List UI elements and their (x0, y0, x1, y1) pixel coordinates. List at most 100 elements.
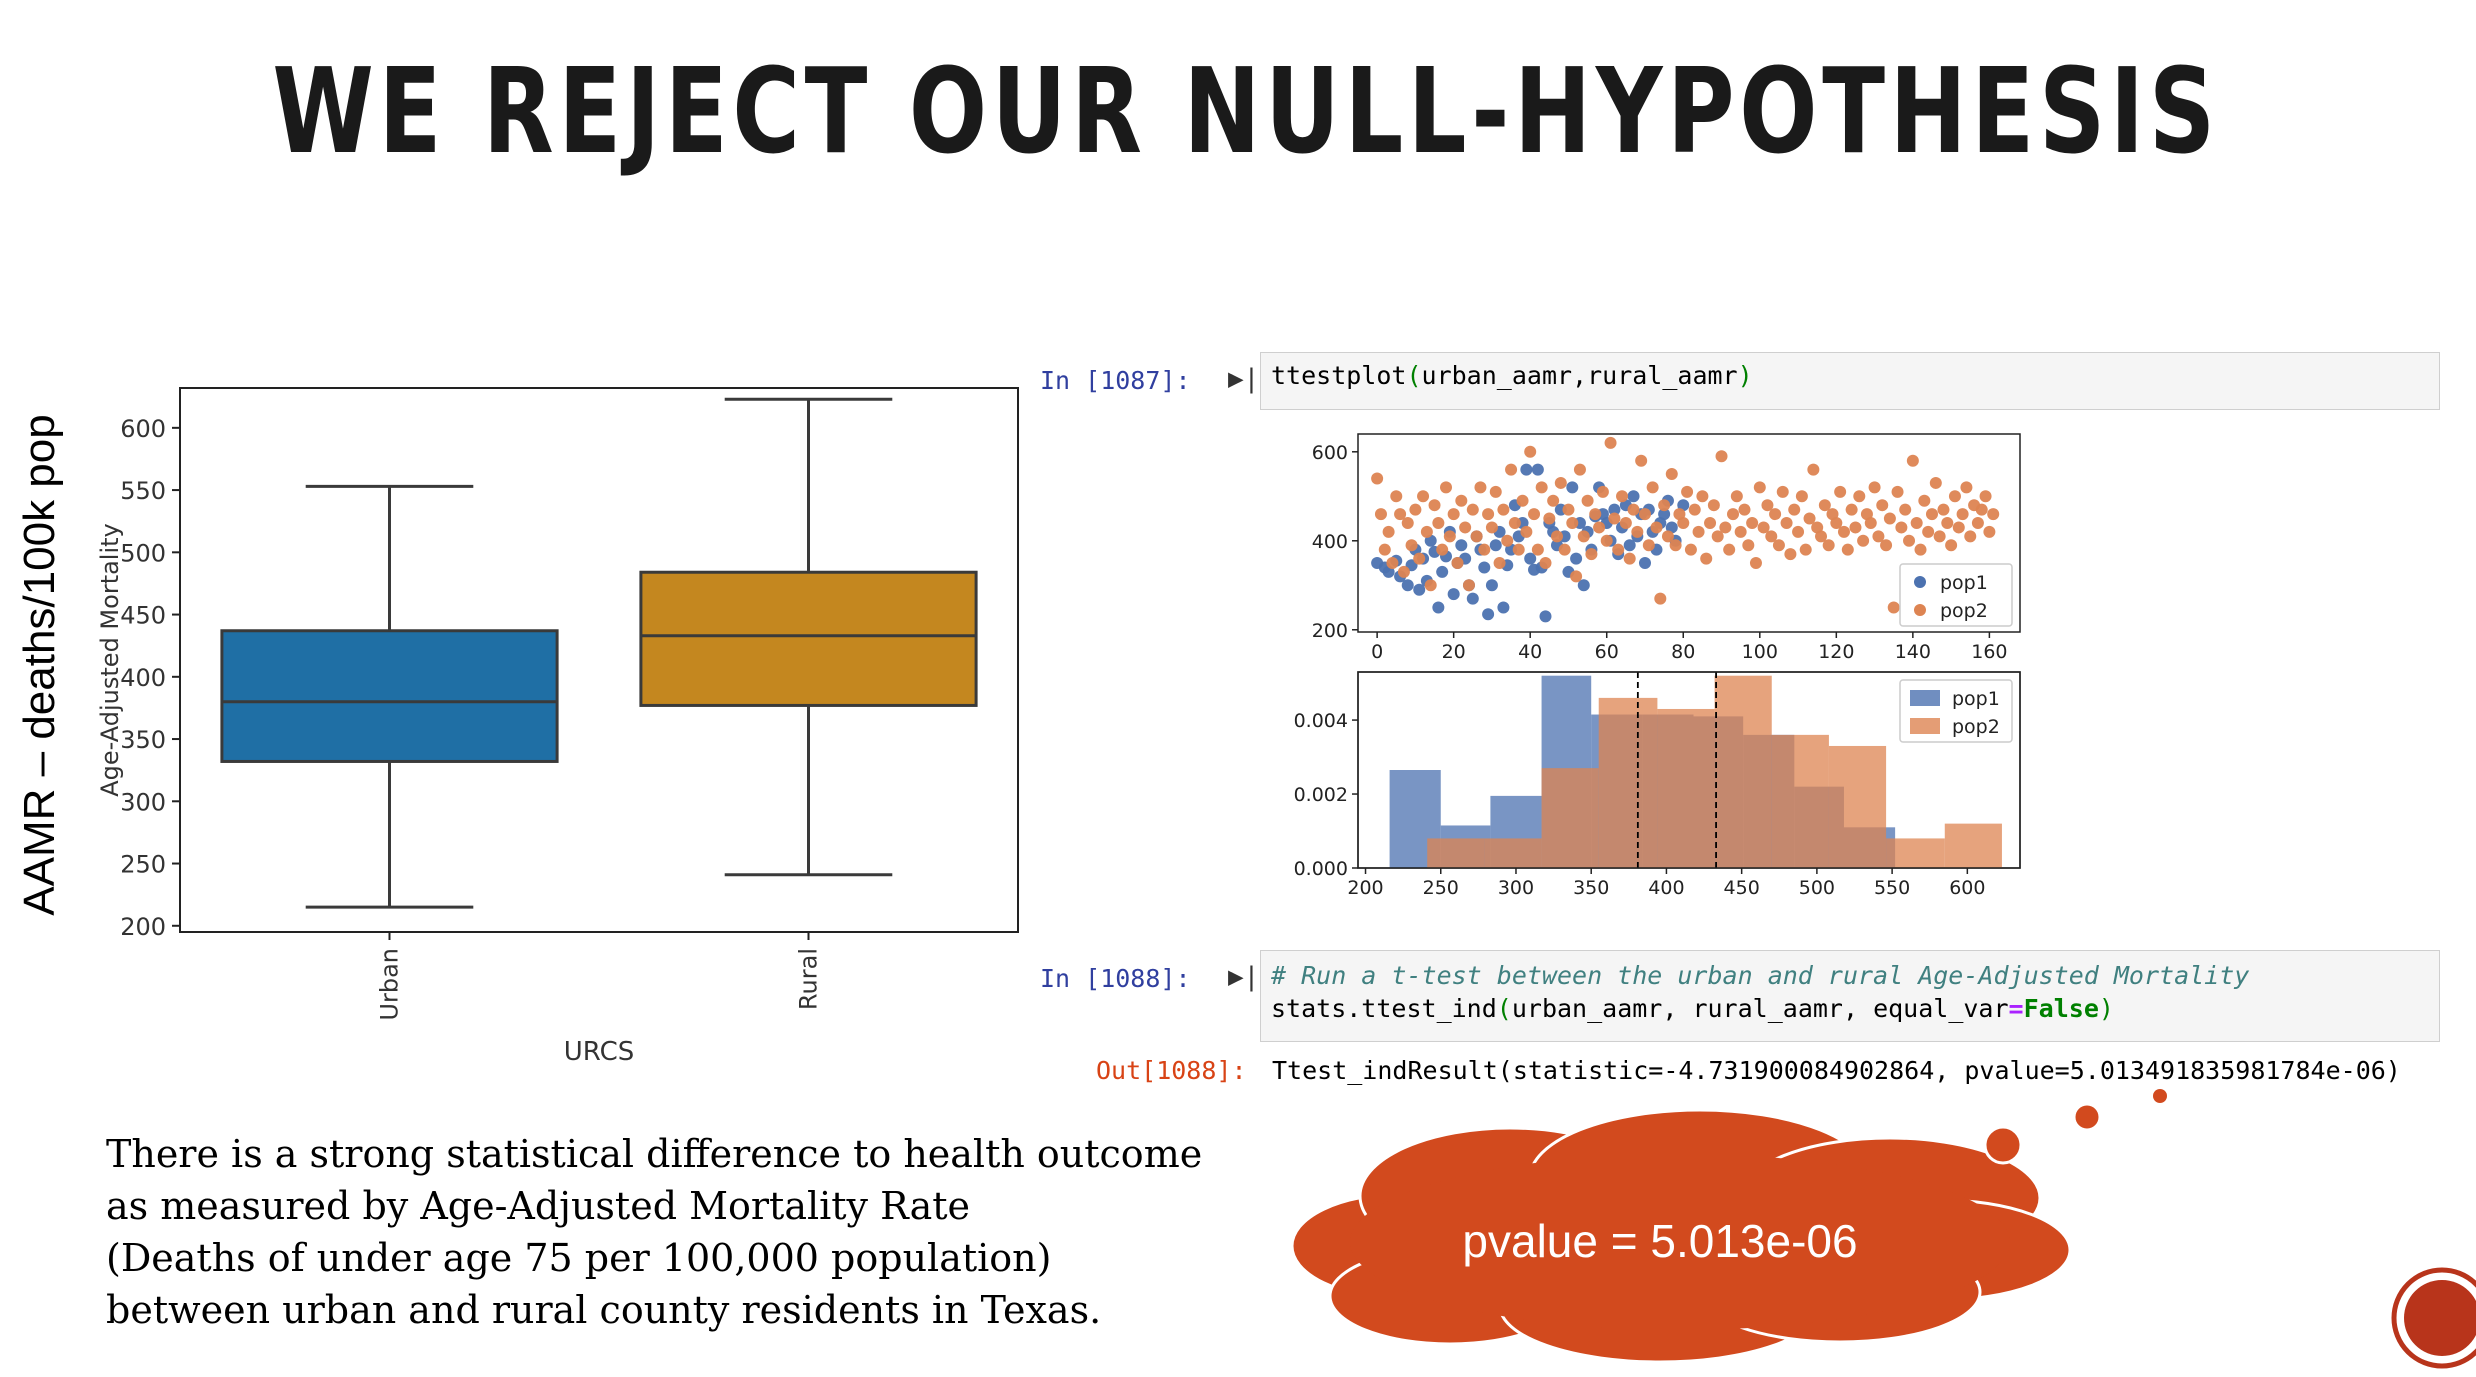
scatter-point-pop2 (1566, 516, 1579, 529)
scatter-point-pop2 (1784, 548, 1797, 561)
scatter-point-pop2 (1451, 557, 1464, 570)
scatter-point-pop2 (1631, 525, 1644, 538)
cell2-args: urban_aamr, rural_aamr, equal_var (1511, 994, 2009, 1023)
y-tick-label: 200 (1312, 620, 1348, 642)
scatter-point-pop2 (1975, 503, 1988, 516)
scatter-point-pop1 (1401, 579, 1414, 592)
scatter-point-pop2 (1979, 490, 1992, 503)
scatter-plot: 200 400 600 0 20 40 60 80 100 120 140 160 pop1 pop2 (1312, 433, 2021, 663)
scatter-point-pop2 (1983, 525, 1996, 538)
y-axis-label: Age-Adjusted Mortality (96, 523, 124, 797)
x-tick-label: 100 (1742, 641, 1778, 663)
scatter-point-pop2 (1788, 503, 1801, 516)
x-tick-label: 350 (1573, 877, 1609, 899)
scatter-point-pop1 (1566, 481, 1579, 494)
cell1-input[interactable]: ttestplot(urban_aamr,rural_aamr) (1260, 352, 2440, 410)
x-tick-label: Urban (376, 948, 404, 1021)
scatter-point-pop2 (1933, 530, 1946, 543)
scatter-point-pop2 (1795, 490, 1808, 503)
scatter-point-pop2 (1585, 548, 1598, 561)
scatter-point-pop2 (1658, 499, 1671, 512)
box-urban (220, 629, 559, 763)
y-tick-label: 600 (120, 415, 166, 443)
scatter-point-pop1 (1638, 557, 1651, 570)
scatter-point-pop2 (1857, 534, 1870, 547)
scatter-point-pop2 (1417, 490, 1430, 503)
scatter-point-pop2 (1734, 525, 1747, 538)
y-axis-side-label: AAMR – deaths/100k pop (15, 414, 64, 916)
scatter-point-pop2 (1397, 565, 1410, 578)
scatter-point-pop1 (1539, 610, 1552, 623)
scatter-point-pop2 (1390, 490, 1403, 503)
scatter-point-pop2 (1497, 503, 1510, 516)
scatter-point-pop2 (1589, 508, 1602, 521)
y-tick-label: 0.002 (1294, 784, 1348, 806)
scatter-point-pop2 (1925, 508, 1938, 521)
scatter-point-pop2 (1872, 530, 1885, 543)
y-tick-label: 550 (120, 477, 166, 505)
x-tick-label: 200 (1347, 877, 1383, 899)
scatter-point-pop1 (1466, 592, 1479, 605)
scatter-point-pop2 (1677, 516, 1690, 529)
ttest-output: Ttest_indResult(statistic=-4.73190008490… (1272, 1056, 2401, 1085)
cell2-run-icon[interactable]: ▶| (1228, 962, 1260, 992)
scatter-point-pop2 (1661, 530, 1674, 543)
scatter-point-pop2 (1642, 539, 1655, 552)
scatter-point-pop2 (1386, 557, 1399, 570)
scatter-point-pop2 (1547, 494, 1560, 507)
scatter-point-pop2 (1501, 534, 1514, 547)
y-tick-label: 0.000 (1294, 858, 1348, 880)
scatter-point-pop2 (1895, 521, 1908, 534)
caption-line-3: (Deaths of under age 75 per 100,000 popu… (106, 1236, 1052, 1280)
scatter-point-pop2 (1834, 485, 1847, 498)
histogram-bar-pop2 (1541, 768, 1599, 868)
caption-line-1: There is a strong statistical difference… (106, 1132, 1203, 1176)
x-tick-label: 80 (1671, 641, 1695, 663)
x-tick-label: 400 (1648, 877, 1684, 899)
cell1-run-icon[interactable]: ▶| (1228, 364, 1260, 394)
scatter-point-pop2 (1424, 579, 1437, 592)
scatter-point-pop2 (1799, 543, 1812, 556)
scatter-point-pop2 (1562, 503, 1575, 516)
cell2-input[interactable]: # Run a t-test between the urban and rur… (1260, 950, 2440, 1042)
scatter-point-pop2 (1604, 436, 1617, 449)
scatter-point-pop2 (1749, 557, 1762, 570)
scatter-point-pop2 (1803, 512, 1816, 525)
scatter-point-pop2 (1956, 508, 1969, 521)
scatter-point-pop2 (1960, 481, 1973, 494)
legend-label-pop2: pop2 (1952, 716, 2000, 738)
scatter-point-pop2 (1508, 516, 1521, 529)
scatter-point-pop2 (1849, 521, 1862, 534)
legend-swatch-pop2 (1910, 718, 1940, 734)
scatter-point-pop2 (1378, 543, 1391, 556)
scatter-point-pop2 (1635, 454, 1648, 467)
scatter-point-pop1 (1436, 565, 1449, 578)
y-tick-label: 0.004 (1294, 710, 1348, 732)
cell1-close-paren: ) (1737, 361, 1753, 390)
cell2-code-line: stats.ttest_ind(urban_aamr, rural_aamr, … (1271, 994, 2114, 1023)
legend-swatch-pop1 (1910, 690, 1940, 706)
scatter-point-pop2 (1520, 525, 1533, 538)
scatter-point-pop2 (1807, 463, 1820, 476)
scatter-point-pop2 (1489, 485, 1502, 498)
scatter-point-pop1 (1608, 503, 1621, 516)
scatter-point-pop2 (1941, 516, 1954, 529)
caption-line-4: between urban and rural county residents… (106, 1288, 1102, 1332)
scatter-point-pop2 (1577, 530, 1590, 543)
scatter-point-pop2 (1608, 512, 1621, 525)
scatter-point-pop2 (1704, 516, 1717, 529)
y-tick-label: 200 (120, 913, 166, 941)
histogram-bar-pop2 (1657, 708, 1715, 868)
scatter-point-pop2 (1612, 543, 1625, 556)
histogram-bar-pop2 (1598, 697, 1658, 868)
scatter-point-pop2 (1952, 521, 1965, 534)
scatter-point-pop2 (1822, 539, 1835, 552)
scatter-point-pop2 (1535, 481, 1548, 494)
cell2-equals: = (2008, 994, 2024, 1023)
scatter-point-pop2 (1531, 543, 1544, 556)
x-tick-label: 500 (1799, 877, 1835, 899)
scatter-point-pop2 (1596, 485, 1609, 498)
scatter-point-pop2 (1780, 516, 1793, 529)
scatter-point-pop2 (1918, 494, 1931, 507)
scatter-point-pop1 (1658, 508, 1671, 521)
